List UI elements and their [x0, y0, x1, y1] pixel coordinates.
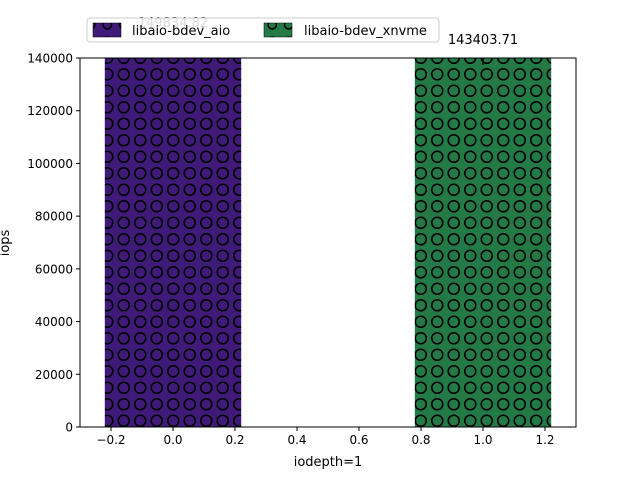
- legend-swatch: [263, 22, 293, 38]
- y-tick-label: 100000: [27, 157, 73, 171]
- axes: −0.2 0.0 0.2 0.4 0.6 0.8 1.0 1.2 0 20000 40000 6000…: [27, 52, 577, 447]
- y-tick-label: 20000: [35, 368, 73, 382]
- y-tick-label: 120000: [27, 104, 73, 118]
- bar-libaio-bdev_xnvme: [414, 58, 552, 427]
- legend-label: libaio-bdev_aio: [132, 24, 230, 39]
- y-tick-label: 80000: [35, 210, 73, 224]
- y-tick-label: 0: [65, 421, 73, 435]
- x-tick-label: 1.0: [473, 433, 492, 447]
- legend: libaio-bdev_aio libaio-bdev_xnvme: [86, 17, 440, 43]
- plot-area: [104, 58, 552, 427]
- x-tick-label: 0.6: [349, 433, 368, 447]
- x-tick-label: 0.2: [225, 433, 244, 447]
- legend-item: libaio-bdev_aio: [92, 22, 230, 39]
- legend-label: libaio-bdev_xnvme: [304, 24, 427, 39]
- x-axis-label: iodepth=1: [294, 455, 363, 470]
- y-tick-label: 40000: [35, 315, 73, 329]
- x-tick-label: −0.2: [96, 433, 125, 447]
- y-tick-label: 60000: [35, 262, 73, 276]
- y-axis-label: iops: [0, 229, 13, 256]
- bar-libaio-bdev_aio: [104, 58, 242, 427]
- bar-value-label: 143403.71: [448, 33, 518, 48]
- legend-frame: [86, 17, 440, 43]
- legend-item: libaio-bdev_xnvme: [263, 22, 427, 39]
- x-tick-label: 0.8: [411, 433, 430, 447]
- legend-swatch: [92, 22, 122, 38]
- axes-frame: [79, 57, 577, 428]
- x-tick-label: 1.2: [535, 433, 554, 447]
- y-tick-label: 140000: [27, 52, 73, 66]
- x-tick-label: 0.4: [287, 433, 306, 447]
- x-tick-label: 0.0: [163, 433, 182, 447]
